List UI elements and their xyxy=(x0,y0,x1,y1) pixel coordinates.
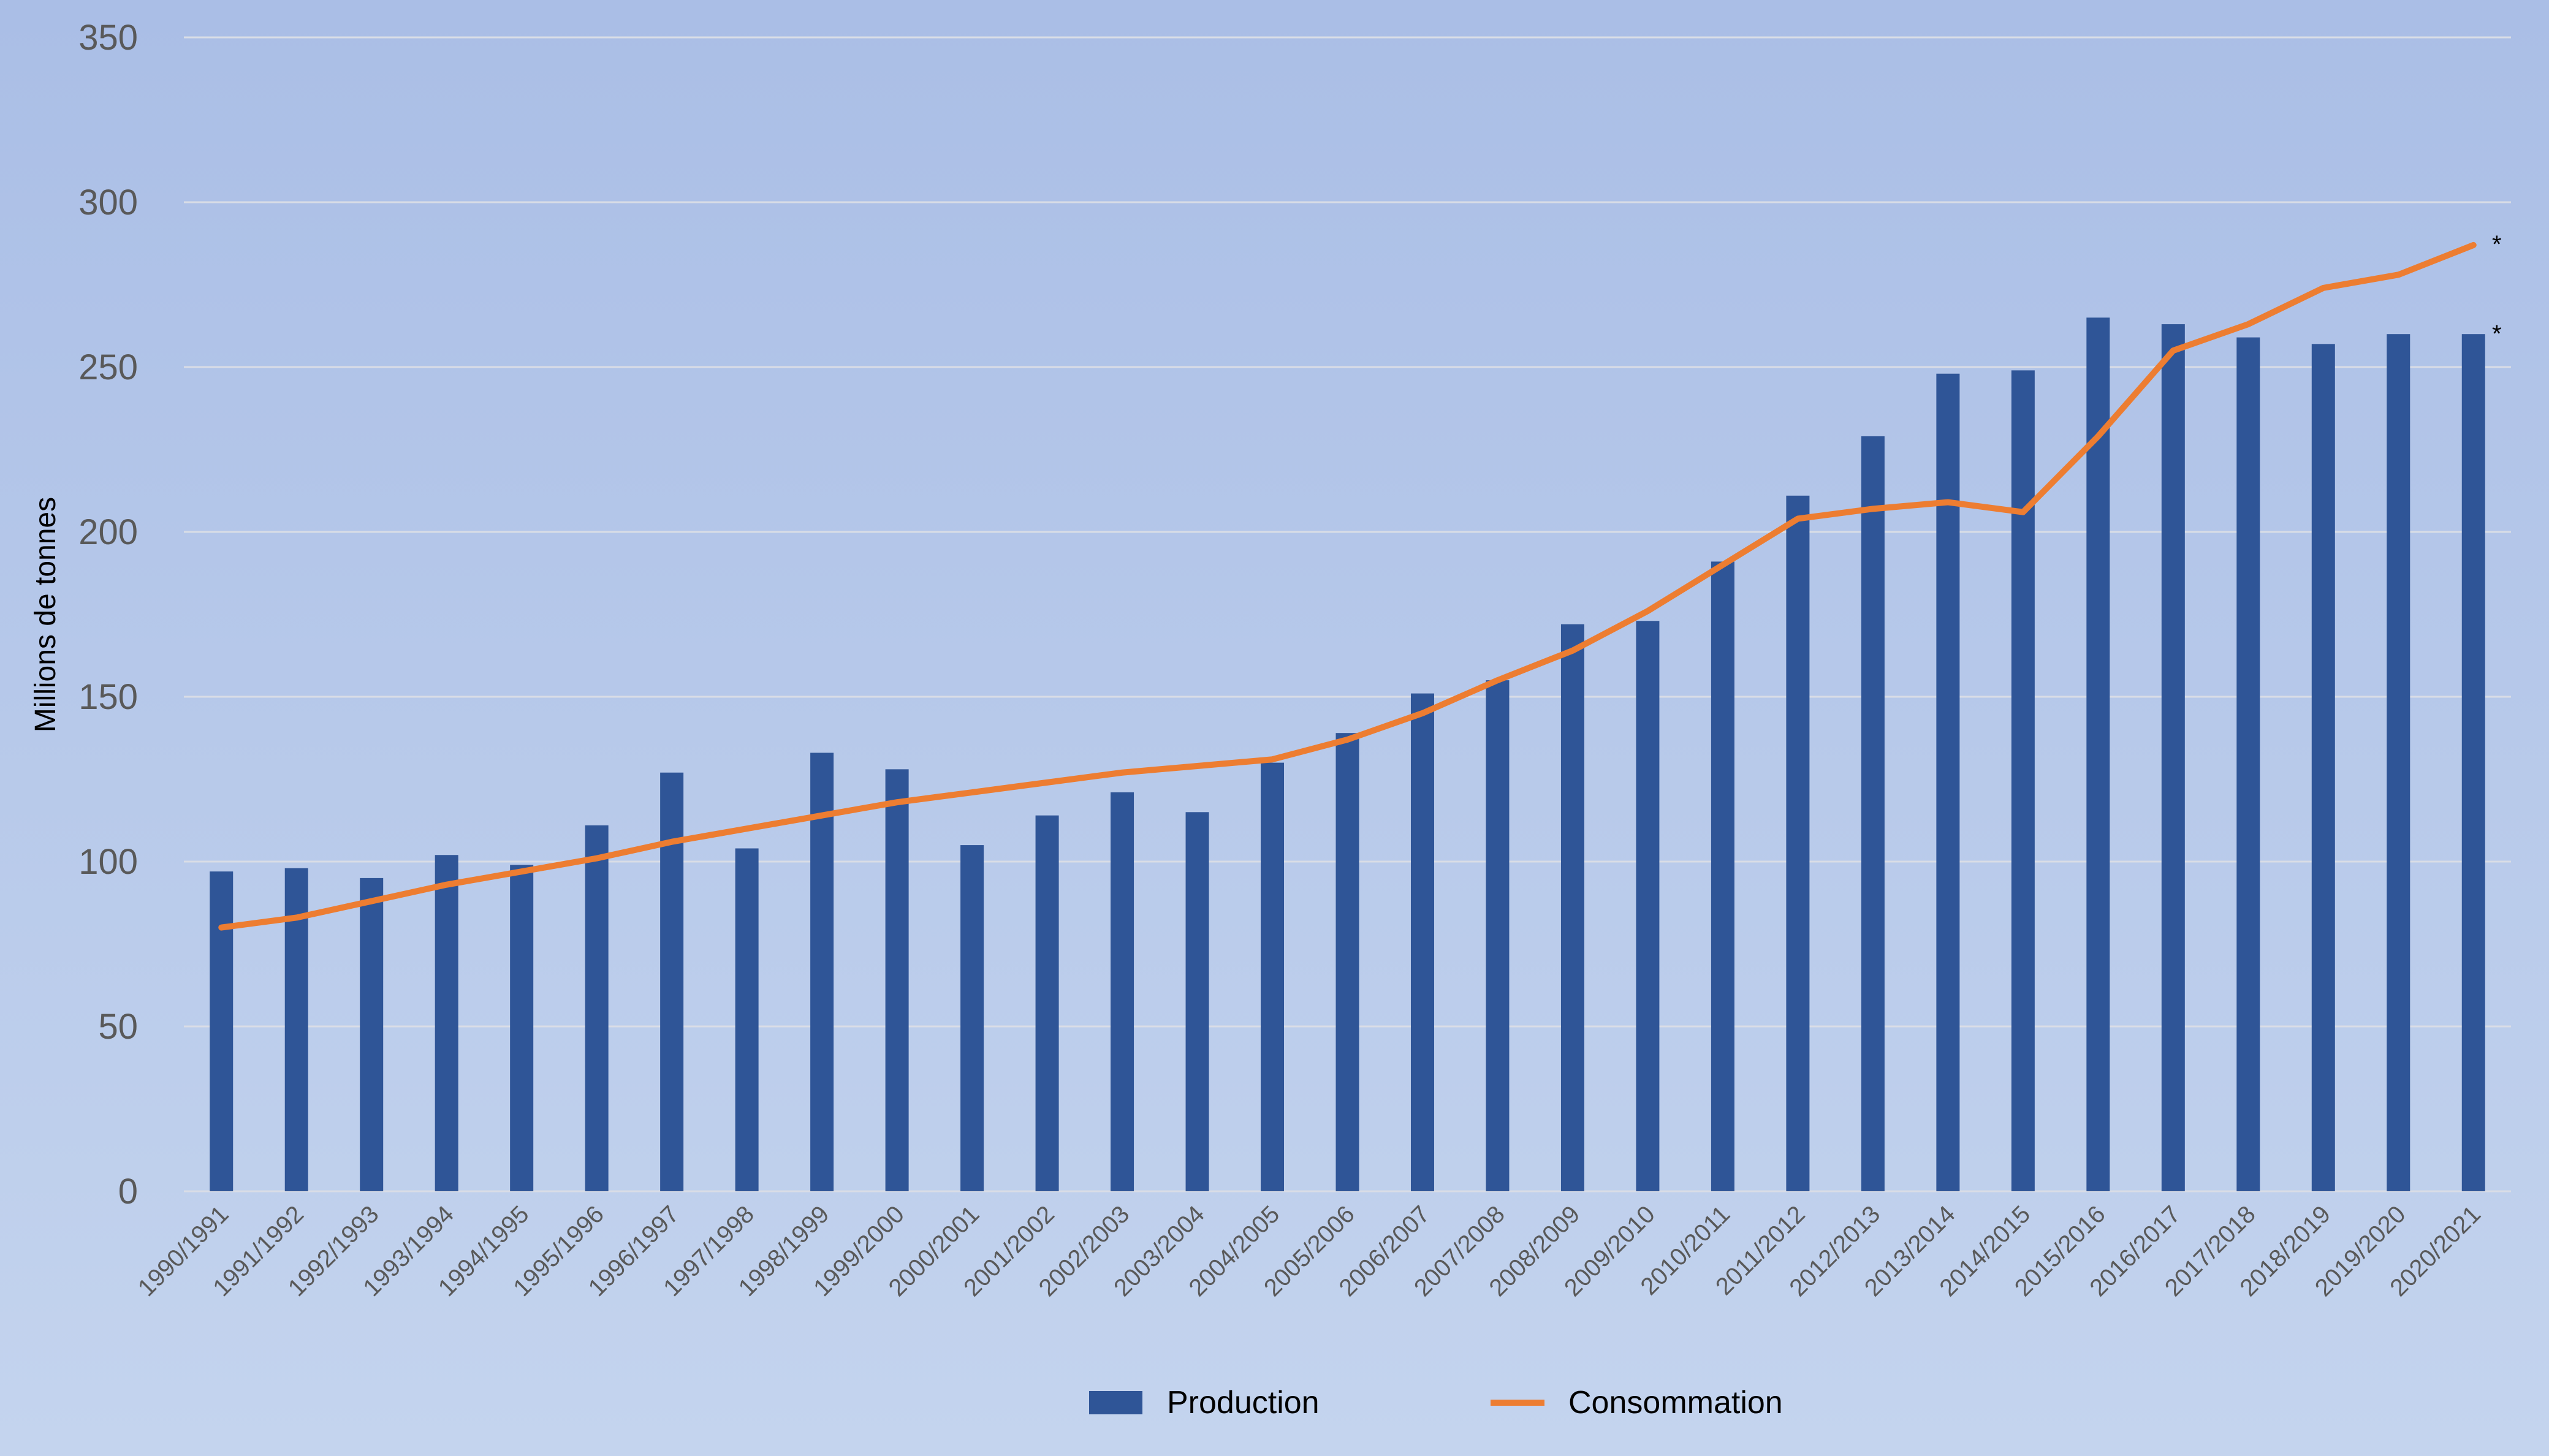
production-bar xyxy=(1786,495,1810,1191)
production-bar xyxy=(2011,370,2035,1191)
production-bar xyxy=(1486,680,1510,1191)
y-tick-label: 350 xyxy=(78,18,138,58)
production-bar xyxy=(435,855,458,1191)
legend-production-label: Production xyxy=(1167,1385,1320,1420)
production-bar xyxy=(284,868,308,1191)
production-bar xyxy=(1861,436,1885,1191)
production-bar xyxy=(1185,812,1209,1191)
production-bar xyxy=(810,753,834,1191)
consommation-line xyxy=(218,241,2477,931)
production-bar xyxy=(1711,561,1734,1192)
production-bar xyxy=(1335,733,1359,1191)
annotation-production: * xyxy=(2492,320,2502,347)
production-bar xyxy=(210,871,234,1191)
y-tick-label: 0 xyxy=(118,1172,138,1211)
production-bar xyxy=(360,878,384,1191)
production-bar xyxy=(2311,344,2335,1191)
y-tick-labels: 0 50 100 150 200 250 300 350 xyxy=(78,18,138,1211)
legend-consommation-label: Consommation xyxy=(1568,1385,1783,1420)
production-bar xyxy=(1035,815,1059,1191)
production-bar xyxy=(885,769,909,1191)
production-bar xyxy=(2236,337,2260,1191)
production-bar xyxy=(1410,693,1434,1191)
production-bar xyxy=(1261,762,1285,1191)
production-bar xyxy=(1636,621,1660,1191)
production-bar xyxy=(585,825,609,1191)
production-bar xyxy=(2387,334,2410,1192)
production-bar xyxy=(960,845,984,1191)
production-bar xyxy=(735,848,759,1191)
production-bar xyxy=(1560,624,1584,1191)
y-tick-label: 100 xyxy=(78,842,138,882)
y-tick-label: 200 xyxy=(78,512,138,552)
legend-production-swatch xyxy=(1089,1391,1142,1414)
production-bar xyxy=(1111,792,1134,1191)
production-bar xyxy=(2461,334,2485,1192)
production-bar xyxy=(660,772,684,1191)
annotation-consommation: * xyxy=(2492,231,2502,258)
y-axis-label: Millions de tonnes xyxy=(29,497,62,732)
production-bar xyxy=(2161,324,2185,1191)
production-bars xyxy=(210,317,2485,1192)
x-tick-labels: 1990/19911991/19921992/19931993/19941994… xyxy=(133,1200,2486,1302)
y-tick-label: 300 xyxy=(78,183,138,222)
y-tick-label: 150 xyxy=(78,677,138,717)
y-tick-label: 250 xyxy=(78,347,138,387)
production-bar xyxy=(2086,317,2110,1191)
y-tick-label: 50 xyxy=(98,1007,138,1047)
legend: Production Consommation xyxy=(1089,1385,1783,1420)
production-bar xyxy=(510,865,534,1191)
production-bar xyxy=(1936,373,1960,1191)
